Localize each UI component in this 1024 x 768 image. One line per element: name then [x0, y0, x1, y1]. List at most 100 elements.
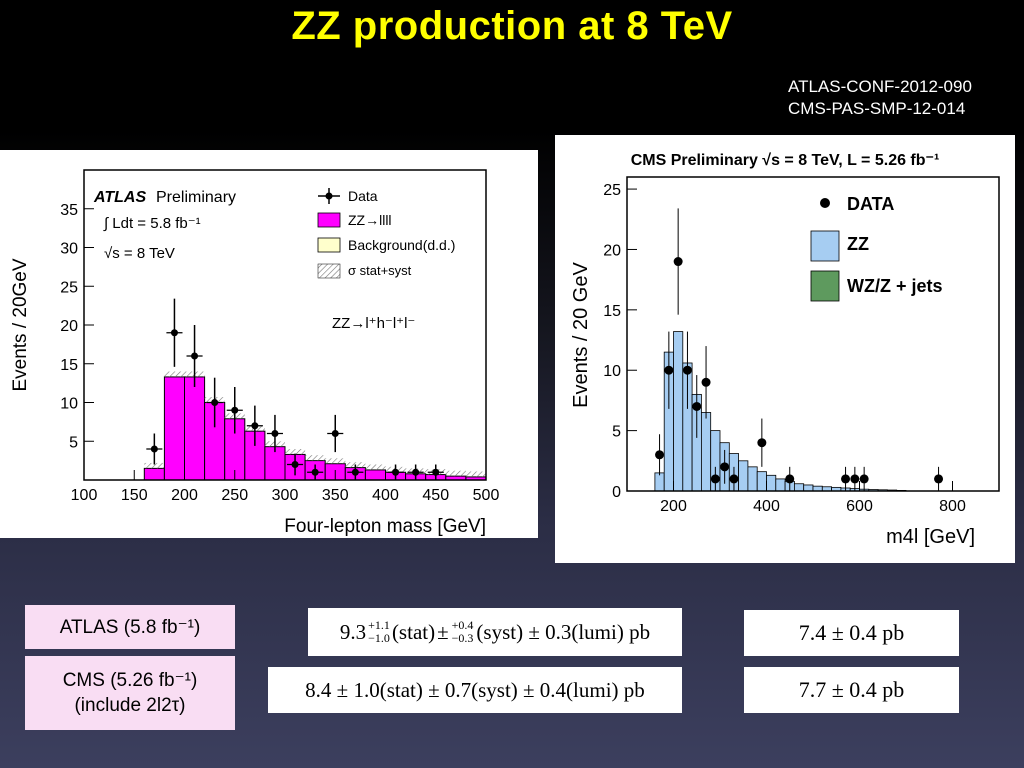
- atlas-legend-bkg: Background(d.d.): [348, 237, 455, 253]
- atlas-data-point-6: [271, 430, 279, 437]
- cms-chart: 200 400 600 800 0 5 10 15 20 25 CMS Preliminary √…: [570, 152, 1000, 548]
- cms-legend-data: DATA: [847, 194, 894, 214]
- atlas-chart: 100 150 200 250 300 350 400 450 500 5 10 15 20 25 30 35…: [10, 169, 500, 537]
- atlas-brand: ATLAS: [93, 189, 146, 206]
- cms-legend-wz-swatch: [810, 270, 840, 302]
- cms-bin-5: [700, 412, 712, 492]
- atlas-result-label-text: ATLAS (5.8 fb⁻¹): [59, 616, 201, 638]
- atlas-result-label: ATLAS (5.8 fb⁻¹): [25, 605, 235, 649]
- cms-measurement: 8.4 ± 1.0(stat) ± 0.7(syst) ± 0.4(lumi) …: [305, 677, 645, 702]
- atlas-data-point-10: [351, 468, 359, 476]
- cms-ytick-label-3: 15: [603, 303, 621, 320]
- atlas-theory-box: 7.4 ± 0.4 pb: [744, 610, 959, 656]
- cms-bin-10: [747, 466, 758, 492]
- atlas-stat-up: +1.1: [368, 618, 390, 632]
- atlas-bin-11: [364, 469, 386, 481]
- atlas-xtick-label-6: 400: [372, 487, 399, 504]
- atlas-central-value: 9.3: [339, 619, 367, 644]
- cms-bin-9: [738, 460, 749, 492]
- atlas-syst-down: −0.3: [451, 631, 474, 645]
- cms-result-label-line1: CMS (5.26 fb⁻¹): [62, 670, 198, 691]
- cms-data-point-14: [934, 474, 944, 484]
- atlas-xtick-label-1: 150: [121, 487, 148, 504]
- cms-data-point-0: [655, 450, 665, 460]
- atlas-xtick-label-2: 200: [171, 487, 198, 504]
- atlas-y-label: Events / 20GeV: [10, 258, 31, 391]
- atlas-bin-0: [143, 467, 165, 481]
- atlas-bin-1: [163, 376, 185, 481]
- atlas-plot-panel: 100 150 200 250 300 350 400 450 500 5 10 15 20 25 30 35…: [0, 150, 538, 538]
- atlas-legend-zz: ZZ→llll: [348, 212, 392, 228]
- atlas-data-point-11: [392, 468, 400, 476]
- atlas-band-16: [465, 471, 486, 477]
- references: ATLAS-CONF-2012-090 CMS-PAS-SMP-12-014: [788, 76, 972, 120]
- cms-xtick-label-1: 400: [753, 498, 780, 515]
- cms-data-point-9: [757, 438, 767, 448]
- atlas-data-point-3: [211, 399, 219, 406]
- cms-x-label: m4l [GeV]: [886, 526, 975, 548]
- cms-theory-box: 7.7 ± 0.4 pb: [744, 667, 959, 713]
- atlas-xtick-label-0: 100: [71, 487, 98, 504]
- atlas-measurement-box: 9.3 +1.1 −1.0 (stat) ± +0.4 −0.3 (syst) …: [308, 608, 682, 656]
- cms-xtick-label-3: 800: [939, 498, 966, 515]
- cms-ytick-label-0: 0: [612, 484, 621, 501]
- cms-data-point-10: [785, 474, 795, 484]
- atlas-data-point-8: [311, 468, 319, 476]
- atlas-data-point-12: [412, 468, 420, 476]
- slide-title: ZZ production at 8 TeV: [291, 4, 733, 48]
- atlas-band-0: [144, 462, 165, 469]
- atlas-bin-2: [184, 376, 206, 481]
- cms-bin-16: [803, 484, 814, 492]
- cms-data-point-8: [729, 474, 739, 484]
- cms-legend-wz: WZ/Z + jets: [847, 276, 943, 296]
- cms-bin-0: [654, 472, 665, 492]
- cms-plot-frame: [626, 176, 1000, 492]
- atlas-ytick-label-5: 30: [60, 241, 78, 258]
- atlas-data-point-5: [251, 422, 259, 430]
- cms-data-point-13: [859, 474, 869, 484]
- atlas-xtick-label-8: 500: [473, 487, 500, 504]
- atlas-theory: 7.4 ± 0.4 pb: [798, 620, 905, 645]
- atlas-x-label: Four-lepton mass [GeV]: [284, 516, 486, 537]
- atlas-data-point-7: [291, 461, 299, 468]
- cms-theory: 7.7 ± 0.4 pb: [798, 677, 905, 702]
- atlas-data-point-2: [191, 352, 199, 360]
- cms-xtick-label-0: 200: [660, 498, 687, 515]
- atlas-band-15: [445, 470, 466, 477]
- cms-ytick-label-4: 20: [603, 242, 621, 259]
- cms-bin-11: [756, 471, 767, 492]
- atlas-xtick-label-5: 350: [322, 487, 349, 504]
- atlas-xtick-label-7: 450: [422, 487, 449, 504]
- atlas-band-11: [365, 464, 386, 470]
- atlas-legend-bkg-swatch: [317, 237, 341, 253]
- cms-legend-zz: ZZ: [847, 234, 869, 254]
- cms-bin-13: [775, 478, 786, 492]
- atlas-legend-data: Data: [348, 188, 378, 204]
- atlas-legend: Data ZZ→llll Background(d.d.) σ stat+sys…: [317, 188, 455, 279]
- atlas-data-point-4: [231, 406, 239, 414]
- atlas-syst-error: +0.4 −0.3: [452, 619, 474, 645]
- atlas-ytick-label-4: 25: [60, 279, 78, 296]
- atlas-stat-text: (stat): [391, 619, 436, 644]
- cms-title: CMS Preliminary √s = 8 TeV, L = 5.26 fb⁻…: [631, 152, 940, 169]
- atlas-data-point-0: [150, 445, 158, 453]
- atlas-preliminary: Preliminary: [156, 189, 236, 206]
- atlas-band-7: [285, 449, 306, 455]
- cms-ytick-label-2: 10: [603, 363, 621, 380]
- atlas-data-point-9: [331, 430, 339, 437]
- cms-data-point-12: [850, 474, 860, 484]
- atlas-syst-up: +0.4: [451, 618, 474, 632]
- atlas-band-8: [305, 455, 326, 461]
- atlas-xtick-label-4: 300: [272, 487, 299, 504]
- cms-plot-panel: 200 400 600 800 0 5 10 15 20 25 CMS Preliminary √…: [555, 135, 1015, 563]
- atlas-legend-data-marker: [325, 192, 333, 200]
- atlas-lumi: ∫ Ldt = 5.8 fb⁻¹: [103, 215, 201, 232]
- atlas-energy: √s = 8 TeV: [104, 245, 175, 262]
- cms-y-label: Events / 20 GeV: [570, 262, 592, 408]
- cms-data-point-5: [701, 377, 711, 387]
- atlas-ytick-label-0: 5: [69, 434, 78, 451]
- atlas-reference: ATLAS-CONF-2012-090: [788, 77, 972, 96]
- cms-data-point-11: [841, 474, 851, 484]
- cms-data-point-1: [664, 365, 674, 375]
- atlas-ytick-label-1: 10: [60, 396, 78, 413]
